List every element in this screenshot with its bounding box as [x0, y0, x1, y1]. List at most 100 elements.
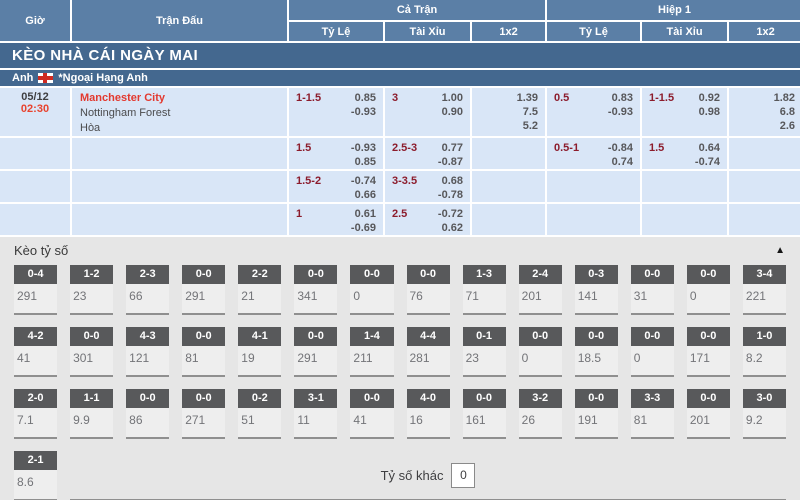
odds-value[interactable]: 0.90 — [441, 106, 463, 118]
score-tile[interactable]: 0-0 191 — [574, 389, 618, 439]
score-tile[interactable]: 1-2 23 — [70, 265, 114, 315]
score-tile[interactable]: 0-0 18.5 — [574, 327, 618, 377]
score-tile[interactable]: 4-2 41 — [14, 327, 58, 377]
odds-value[interactable]: 1.82 — [773, 92, 795, 104]
odds-value[interactable]: -0.93 — [350, 106, 376, 118]
odds-value[interactable]: 0.85 — [354, 156, 376, 168]
score-tile[interactable]: 0-1 23 — [462, 327, 506, 377]
odds-cell-half-overunder[interactable]: 1.5 0.64 -0.74 — [640, 136, 729, 171]
score-tile[interactable]: 3-4 221 — [742, 265, 786, 315]
odds-value[interactable]: 0.66 — [354, 189, 376, 201]
score-tile[interactable]: 0-0 171 — [686, 327, 730, 377]
odds-value[interactable]: 0.74 — [611, 156, 633, 168]
odds-cell-full-overunder[interactable]: 2.5 -0.72 0.62 — [383, 202, 472, 237]
odds-cell-half-1x2[interactable]: 1.82 6.8 2.6 — [727, 86, 800, 138]
home-team[interactable]: Manchester City — [80, 92, 165, 104]
odds-value[interactable]: -0.87 — [437, 156, 463, 168]
score-tile[interactable]: 0-0 291 — [182, 265, 226, 315]
odds-value[interactable]: 0.77 — [441, 142, 463, 154]
odds-cell-full-handicap[interactable]: 1-1.5 0.85 -0.93 — [287, 86, 385, 138]
score-tile[interactable]: 1-3 71 — [462, 265, 506, 315]
score-tile[interactable]: 0-0 0 — [686, 265, 730, 315]
odds-cell-full-overunder[interactable]: 3 1.00 0.90 — [383, 86, 472, 138]
odds-value[interactable]: 6.8 — [779, 106, 795, 118]
odds-cell-full-handicap[interactable]: 1 0.61 -0.69 — [287, 202, 385, 237]
score-tile[interactable]: 0-0 201 — [686, 389, 730, 439]
score-tile[interactable]: 3-1 11 — [294, 389, 338, 439]
odds-value[interactable]: 0.98 — [698, 106, 720, 118]
odds-value[interactable]: 2.6 — [779, 120, 795, 132]
score-tile[interactable]: 3-3 81 — [630, 389, 674, 439]
score-tile[interactable]: 2-1 8.6 — [14, 451, 58, 500]
match-teams-cell[interactable]: Manchester City Nottingham Forest Hòa — [70, 86, 289, 138]
score-tile[interactable]: 0-0 81 — [182, 327, 226, 377]
odds-cell-full-handicap[interactable]: 1.5-2 -0.74 0.66 — [287, 169, 385, 204]
odds-value[interactable]: 7.5 — [522, 106, 538, 118]
odds-value[interactable]: 1.39 — [516, 92, 538, 104]
score-tile[interactable]: 0-0 86 — [126, 389, 170, 439]
score-tile[interactable]: 0-0 76 — [406, 265, 450, 315]
score-tile[interactable]: 0-0 271 — [182, 389, 226, 439]
odds-value[interactable]: 0.61 — [354, 208, 376, 220]
odds-cell-half-handicap[interactable]: 0.5 0.83 -0.93 — [545, 86, 642, 138]
score-tile[interactable]: 2-3 66 — [126, 265, 170, 315]
score-tile[interactable]: 4-4 281 — [406, 327, 450, 377]
score-tile[interactable]: 0-0 0 — [630, 327, 674, 377]
collapse-arrow-icon[interactable]: ▲ — [775, 245, 785, 256]
score-tile[interactable]: 0-0 41 — [350, 389, 394, 439]
score-tile[interactable]: 2-4 201 — [518, 265, 562, 315]
score-tile[interactable]: 0-3 141 — [574, 265, 618, 315]
odds-cell-full-overunder[interactable]: 3-3.5 0.68 -0.78 — [383, 169, 472, 204]
other-score-box[interactable]: 0 — [451, 462, 476, 488]
odds-value[interactable]: 1.00 — [441, 92, 463, 104]
empty-cell — [727, 169, 800, 204]
odds-cell-full-1x2[interactable]: 1.39 7.5 5.2 — [470, 86, 547, 138]
score-tile[interactable]: 4-0 16 — [406, 389, 450, 439]
score-tile[interactable]: 0-0 291 — [294, 327, 338, 377]
score-tile[interactable]: 0-0 0 — [350, 265, 394, 315]
odds-value[interactable]: -0.74 — [350, 175, 376, 187]
score-tile[interactable]: 3-2 26 — [518, 389, 562, 439]
score-tile[interactable]: 0-0 161 — [462, 389, 506, 439]
odds-value[interactable]: 0.85 — [354, 92, 376, 104]
odds-value[interactable]: 0.68 — [441, 175, 463, 187]
score-tile[interactable]: 0-0 0 — [518, 327, 562, 377]
odds-value[interactable]: -0.78 — [437, 189, 463, 201]
score-tile[interactable]: 0-0 31 — [630, 265, 674, 315]
odds-row: 1.5 -0.93 0.85 2.5-3 0.77 -0.87 0.5-1 -0.84… — [0, 136, 800, 171]
odds-value[interactable]: 0.92 — [698, 92, 720, 104]
odds-cell-half-handicap[interactable]: 0.5-1 -0.84 0.74 — [545, 136, 642, 171]
odds-value[interactable]: -0.69 — [350, 222, 376, 234]
score-chip: 0-0 — [182, 327, 226, 346]
score-tile[interactable]: 2-2 21 — [238, 265, 282, 315]
score-tile[interactable]: 1-0 8.2 — [742, 327, 786, 377]
score-tile[interactable]: 1-1 9.9 — [70, 389, 114, 439]
odds-cell-full-handicap[interactable]: 1.5 -0.93 0.85 — [287, 136, 385, 171]
score-tile[interactable]: 4-3 121 — [126, 327, 170, 377]
score-tile[interactable]: 0-0 301 — [70, 327, 114, 377]
odds-value[interactable]: -0.74 — [694, 156, 720, 168]
score-tile[interactable]: 0-0 341 — [294, 265, 338, 315]
league-header[interactable]: Anh *Ngoại Hạng Anh — [0, 68, 800, 86]
empty-cell — [470, 136, 547, 171]
score-tile[interactable]: 1-4 211 — [350, 327, 394, 377]
odds-value[interactable]: 0.64 — [698, 142, 720, 154]
odds-value[interactable]: -0.93 — [350, 142, 376, 154]
score-odds: 211 — [353, 351, 373, 365]
odds-value[interactable]: -0.93 — [607, 106, 633, 118]
odds-value[interactable]: 0.62 — [441, 222, 463, 234]
score-tile[interactable]: 0-2 51 — [238, 389, 282, 439]
odds-value[interactable]: 0.83 — [611, 92, 633, 104]
odds-value[interactable]: -0.84 — [607, 142, 633, 154]
odds-cell-half-overunder[interactable]: 1-1.5 0.92 0.98 — [640, 86, 729, 138]
score-tile[interactable]: 0-4 291 — [14, 265, 58, 315]
score-tile[interactable]: 4-1 19 — [238, 327, 282, 377]
score-tile[interactable]: 3-0 9.2 — [742, 389, 786, 439]
odds-value[interactable]: -0.72 — [437, 208, 463, 220]
score-odds: 81 — [185, 351, 199, 365]
score-tile[interactable]: 2-0 7.1 — [14, 389, 58, 439]
away-team[interactable]: Nottingham Forest — [80, 107, 171, 119]
odds-cell-full-overunder[interactable]: 2.5-3 0.77 -0.87 — [383, 136, 472, 171]
odds-value[interactable]: 5.2 — [522, 120, 538, 132]
score-odds: 141 — [577, 289, 598, 303]
